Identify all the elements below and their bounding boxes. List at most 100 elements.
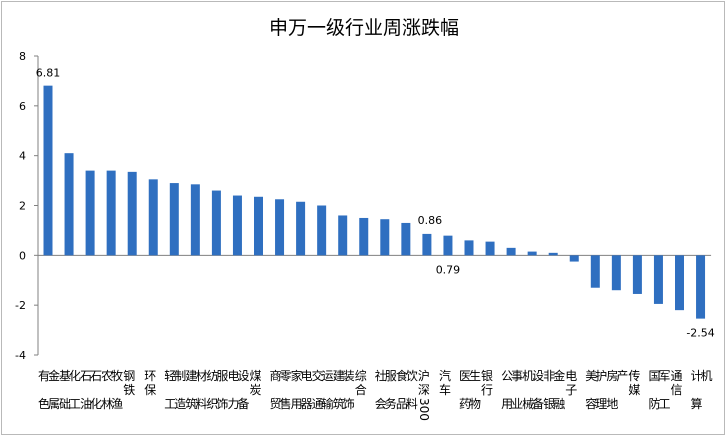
category-char: 建 <box>333 369 345 383</box>
category-char: 零 <box>280 369 292 383</box>
category-char: 医 <box>459 369 471 383</box>
data-label: -2.54 <box>686 327 714 340</box>
category-char: 生 <box>469 369 481 383</box>
category-char: 运 <box>322 369 334 383</box>
category-label: 煤炭 <box>249 369 261 397</box>
bar <box>359 217 369 256</box>
bar <box>317 205 327 256</box>
category-char: 务 <box>385 396 397 411</box>
category-char: 商 <box>270 368 282 383</box>
category-char: 非 <box>543 369 555 383</box>
category-char: 有 <box>38 369 50 383</box>
category-char: 融 <box>553 397 565 411</box>
data-label: 6.81 <box>36 67 61 80</box>
bar <box>254 196 263 256</box>
category-char: 筑 <box>333 396 345 411</box>
category-char: 饮 <box>406 369 418 383</box>
bar <box>422 233 432 256</box>
y-tick-label: -2 <box>15 299 26 312</box>
category-char: 材 <box>195 369 207 383</box>
category-char: 筑 <box>185 396 197 411</box>
category-char: 服 <box>385 369 397 383</box>
bar <box>653 255 663 304</box>
category-char: 化 <box>69 369 81 383</box>
category-char: 石 <box>80 369 92 383</box>
bar <box>211 190 221 256</box>
label-layer: 6.81 0.86 0.79 -2.54 <box>36 67 715 340</box>
category-char: 础 <box>59 397 71 411</box>
bar <box>485 241 495 256</box>
category-label: 通信 <box>670 369 682 397</box>
category-char: 事 <box>511 369 523 383</box>
bar <box>569 255 579 262</box>
category-char: 沪 <box>418 369 430 383</box>
category-char: 交 <box>312 368 324 383</box>
y-tick-label: 8 <box>19 50 26 63</box>
bar <box>43 85 53 256</box>
bar <box>506 247 516 256</box>
category-char: 社 <box>375 368 387 383</box>
category-char: 油 <box>80 397 92 411</box>
category-digits: 300 <box>417 398 431 421</box>
category-char: 铁 <box>123 383 135 397</box>
category-char: 电 <box>227 369 239 383</box>
bar <box>380 219 390 256</box>
category-char: 机 <box>701 369 713 383</box>
category-char: 林 <box>101 397 113 411</box>
bar <box>190 184 200 256</box>
category-char: 建 <box>185 369 197 383</box>
category-char: 美 <box>585 369 597 383</box>
category-char: 国 <box>648 369 660 383</box>
category-char: 化 <box>90 397 102 411</box>
category-char: 纺 <box>206 369 218 383</box>
category-char: 行 <box>481 383 493 397</box>
bar <box>232 195 242 256</box>
bar <box>127 171 137 256</box>
category-char: 物 <box>469 397 481 411</box>
chart-title: 申万一级行业周涨跌幅 <box>269 17 459 39</box>
category-char: 服 <box>216 369 228 383</box>
category-char: 设 <box>237 369 249 383</box>
category-char: 算 <box>691 396 703 411</box>
category-char: 农 <box>101 369 113 383</box>
category-char: 金 <box>553 368 565 383</box>
category-char: 传 <box>628 368 640 383</box>
category-label: 电子 <box>565 369 577 397</box>
category-char: 会 <box>375 397 387 411</box>
bar <box>548 252 558 256</box>
y-tick-label: 6 <box>19 100 26 113</box>
category-char: 设 <box>532 369 544 383</box>
category-char: 售 <box>280 396 292 411</box>
category-char: 房 <box>606 368 618 383</box>
category-label: 银行 <box>481 369 493 397</box>
bar <box>106 170 116 256</box>
bar <box>611 255 621 291</box>
bar <box>401 222 411 256</box>
category-char: 信 <box>670 383 682 397</box>
category-char: 金 <box>48 368 60 383</box>
category-char: 电 <box>301 369 313 383</box>
category-char: 色 <box>38 397 50 411</box>
category-char: 炭 <box>249 383 261 397</box>
category-char: 通 <box>670 369 682 383</box>
bar <box>275 199 285 256</box>
category-char: 输 <box>322 396 334 411</box>
category-char: 汽 <box>439 368 451 383</box>
bar <box>64 153 74 256</box>
category-char: 饰 <box>343 397 355 411</box>
category-char: 工 <box>69 397 81 411</box>
